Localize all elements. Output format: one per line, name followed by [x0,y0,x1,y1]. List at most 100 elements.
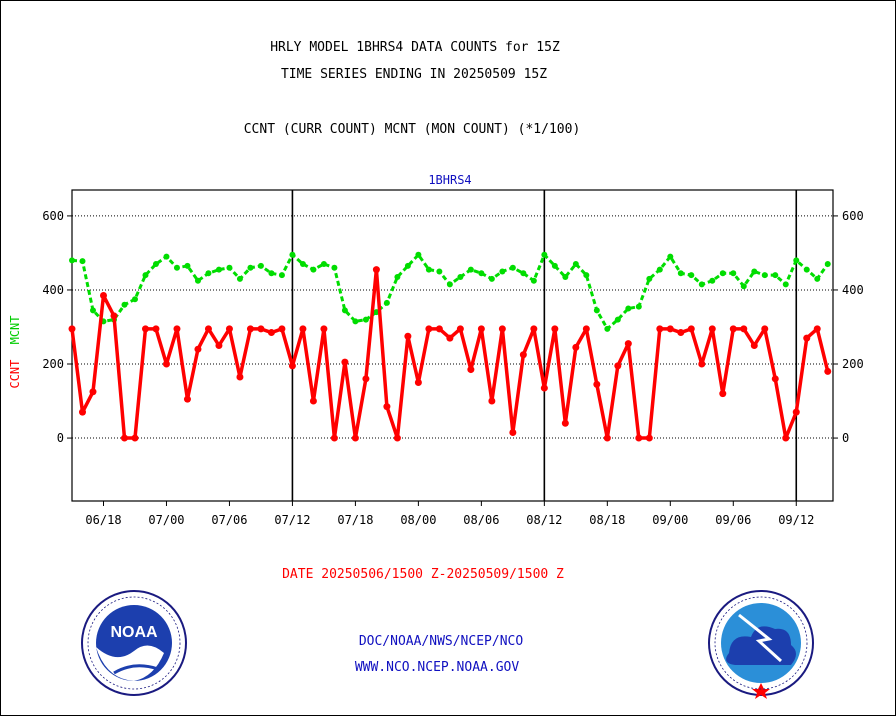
data-point-ccnt [456,325,464,333]
data-point-mcnt [782,281,789,288]
data-point-mcnt [362,316,369,323]
data-point-mcnt [236,275,243,282]
data-point-mcnt [730,270,737,277]
data-point-mcnt [425,266,432,273]
data-point-ccnt [729,325,737,333]
y-axis-label: CCNT MCNT [8,315,22,388]
data-point-mcnt [499,268,506,275]
data-point-mcnt [509,264,516,271]
data-point-ccnt [677,329,685,337]
data-point-ccnt [215,342,223,349]
x-tick-label: 09/00 [652,513,688,527]
data-point-ccnt [131,434,139,442]
data-point-mcnt [205,270,212,277]
data-point-mcnt [299,261,306,268]
x-tick-label: 07/00 [148,513,184,527]
data-point-ccnt [635,434,643,442]
data-point-ccnt [414,379,422,387]
data-point-ccnt [393,434,401,442]
data-point-mcnt [478,270,485,277]
data-point-ccnt [740,325,748,333]
data-point-ccnt [141,325,149,333]
nws-logo [708,590,814,699]
plot-area: 0 0 200 200 400 400 600 600 06/18 07/00 07/06 07/12… [42,189,864,527]
x-tick-label: 09/12 [778,513,814,527]
data-point-mcnt [352,318,359,325]
data-point-ccnt [236,373,244,381]
data-point-ccnt [425,325,433,333]
plot-frame [71,189,834,502]
data-point-ccnt [687,325,695,333]
x-tick-label: 07/06 [211,513,247,527]
data-point-mcnt [142,272,149,279]
data-point-ccnt [603,434,611,442]
data-point-mcnt [656,266,663,273]
data-point-ccnt [362,375,370,383]
data-point-ccnt [194,345,202,353]
data-point-ccnt [183,395,191,403]
data-point-ccnt [519,351,527,359]
data-point-mcnt [761,272,768,279]
data-point-mcnt [740,283,747,290]
data-point-mcnt [583,272,590,279]
y-tick-label-right: 600 [842,209,864,223]
data-point-mcnt [331,264,338,271]
y-tick-label-right: 200 [842,357,864,371]
y-axis-label-ccnt: CCNT [8,360,22,389]
data-point-mcnt [69,257,75,264]
x-tick-label: 06/18 [85,513,121,527]
svg-text:CCNT MCNT: CCNT MCNT [8,315,22,388]
data-point-mcnt [215,266,222,273]
data-point-ccnt [120,434,128,442]
data-point-mcnt [194,277,201,284]
data-point-ccnt [372,266,380,274]
chart-header-line1: HRLY MODEL 1BHRS4 DATA COUNTS for 15Z [270,40,560,55]
data-point-ccnt [110,312,118,320]
data-point-ccnt [698,360,706,368]
data-point-mcnt [614,316,621,323]
data-point-mcnt [719,270,726,277]
data-point-ccnt [320,325,328,333]
data-point-ccnt [299,325,307,333]
data-point-mcnt [457,274,464,281]
data-point-mcnt [131,296,138,303]
x-tick-label: 07/12 [274,513,310,527]
data-point-ccnt [593,380,601,388]
data-point-ccnt [498,325,506,333]
data-point-ccnt [813,325,821,333]
x-tick-label: 09/06 [715,513,751,527]
data-point-mcnt [268,270,275,277]
data-point-ccnt [173,325,181,333]
x-tick-label: 08/06 [463,513,499,527]
data-point-ccnt [561,419,569,427]
chart-header-line3: CCNT (CURR COUNT) MCNT (MON COUNT) (*1/1… [244,122,581,137]
x-tick-label: 08/00 [400,513,436,527]
data-point-mcnt [667,253,674,260]
data-point-mcnt [520,270,527,277]
data-point-mcnt [709,277,716,284]
data-point-ccnt [750,342,758,349]
data-point-ccnt [572,343,580,351]
data-point-mcnt [404,262,411,269]
data-point-mcnt [320,261,327,268]
data-point-mcnt [121,301,128,308]
data-point-mcnt [604,325,611,332]
data-point-ccnt [257,325,265,333]
y-tick-label-left: 0 [57,431,64,445]
data-point-ccnt [540,384,548,392]
data-point-ccnt [162,360,170,368]
x-tick-label: 08/12 [526,513,562,527]
data-point-mcnt [593,307,600,314]
data-point-ccnt [477,325,485,333]
data-point-mcnt [635,303,642,310]
data-point-mcnt [89,307,96,314]
x-tick-label: 07/18 [337,513,373,527]
data-point-ccnt [792,408,800,416]
data-point-ccnt [771,375,779,383]
data-point-mcnt [163,253,170,260]
data-point-mcnt [541,251,548,258]
data-point-mcnt [824,261,831,268]
y-axis-label-mcnt: MCNT [8,315,22,344]
data-point-mcnt [257,262,264,269]
data-point-ccnt [309,397,317,405]
